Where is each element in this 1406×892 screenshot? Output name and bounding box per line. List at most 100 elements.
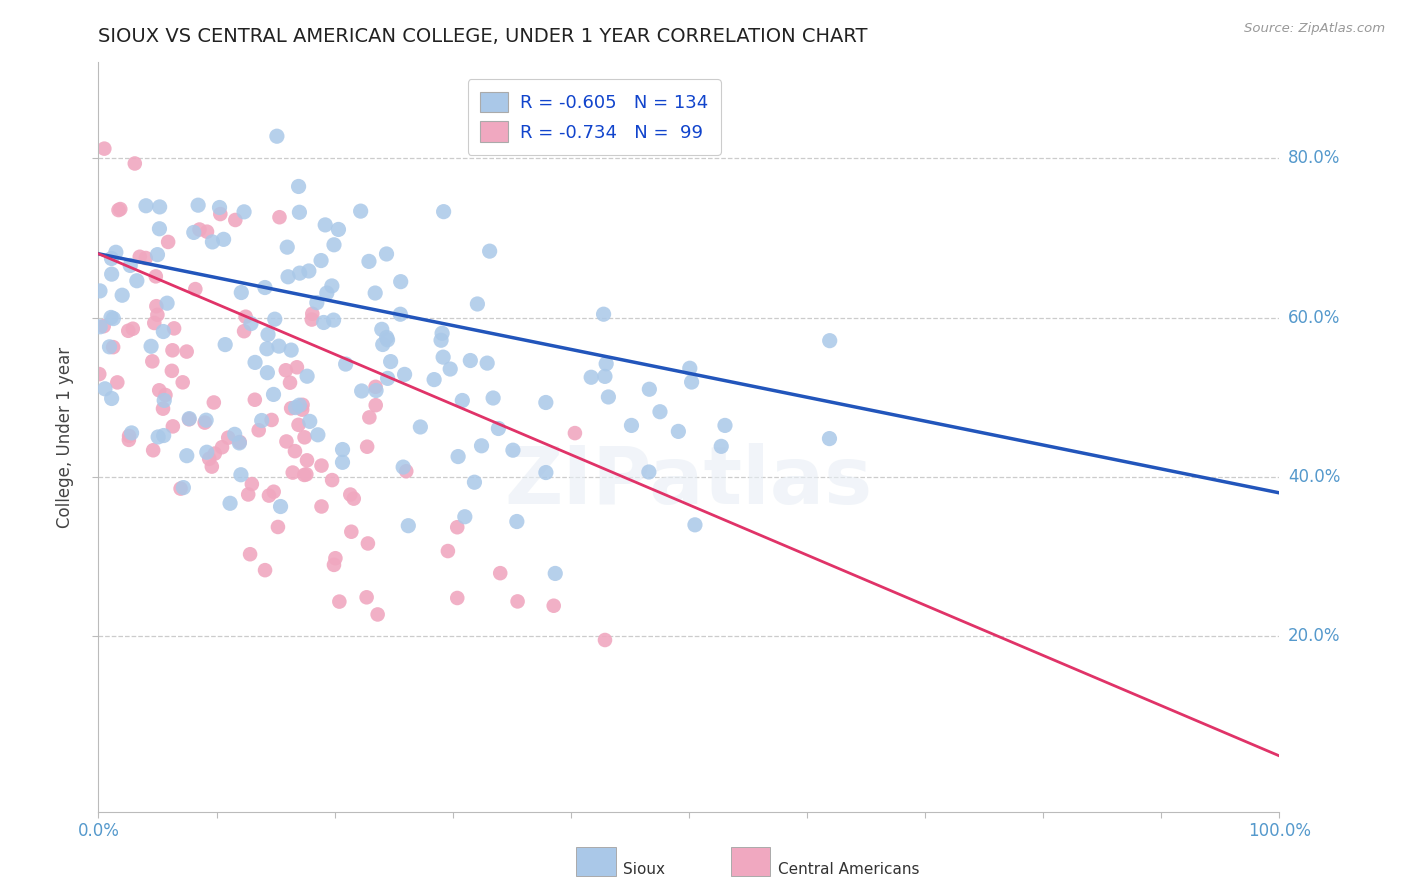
- Point: [208, 201, 231, 215]
- Point: [263, 312, 285, 326]
- Point: [377, 333, 399, 347]
- Point: [224, 213, 246, 227]
- Point: [211, 440, 233, 454]
- Point: [328, 222, 350, 236]
- Point: [357, 536, 380, 550]
- Point: [148, 384, 170, 398]
- Point: [364, 380, 387, 394]
- Text: Central Americans: Central Americans: [778, 863, 920, 877]
- Point: [146, 430, 169, 444]
- Point: [356, 440, 378, 454]
- Point: [460, 353, 482, 368]
- Point: [332, 455, 354, 469]
- Point: [389, 275, 412, 289]
- Point: [146, 247, 169, 261]
- Point: [364, 398, 387, 412]
- Point: [98, 340, 121, 354]
- Point: [217, 431, 239, 445]
- Point: [506, 515, 529, 529]
- Point: [254, 563, 277, 577]
- Point: [593, 369, 616, 384]
- Point: [679, 361, 702, 376]
- Text: 20.0%: 20.0%: [1288, 627, 1340, 645]
- Point: [277, 269, 299, 284]
- Point: [343, 491, 366, 506]
- Point: [214, 337, 236, 351]
- Point: [194, 416, 217, 430]
- Point: [321, 279, 343, 293]
- Point: [284, 401, 307, 415]
- Point: [93, 142, 115, 156]
- Point: [335, 357, 357, 371]
- Point: [291, 402, 314, 417]
- Point: [270, 500, 292, 514]
- Point: [243, 392, 266, 407]
- Point: [592, 307, 614, 321]
- Point: [243, 355, 266, 369]
- Point: [256, 366, 278, 380]
- Point: [307, 427, 329, 442]
- Point: [198, 451, 221, 466]
- Point: [239, 317, 262, 331]
- Point: [89, 367, 111, 381]
- Point: [454, 509, 477, 524]
- Point: [294, 430, 316, 444]
- Point: [311, 458, 333, 473]
- Point: [284, 444, 307, 458]
- Point: [100, 267, 122, 281]
- Point: [153, 393, 176, 408]
- Point: [564, 426, 586, 441]
- Point: [534, 395, 557, 409]
- Point: [177, 412, 200, 426]
- Point: [396, 518, 419, 533]
- Point: [204, 446, 226, 460]
- Point: [141, 354, 163, 368]
- Point: [506, 594, 529, 608]
- Point: [124, 156, 146, 170]
- Y-axis label: College, Under 1 year: College, Under 1 year: [56, 346, 75, 528]
- Point: [648, 405, 671, 419]
- Point: [321, 473, 343, 487]
- Point: [263, 484, 285, 499]
- Point: [446, 520, 468, 534]
- Point: [430, 333, 453, 347]
- Point: [105, 376, 128, 390]
- Point: [818, 334, 841, 348]
- Point: [256, 342, 278, 356]
- Point: [620, 418, 643, 433]
- Point: [371, 337, 394, 351]
- Point: [332, 442, 354, 457]
- Point: [339, 487, 361, 501]
- Point: [100, 310, 122, 325]
- Point: [146, 308, 169, 322]
- Point: [100, 252, 122, 266]
- Text: ZIPatlas: ZIPatlas: [505, 443, 873, 521]
- Point: [172, 481, 194, 495]
- Point: [298, 414, 321, 428]
- Point: [202, 395, 225, 409]
- Point: [233, 324, 256, 338]
- Point: [278, 376, 301, 390]
- Point: [433, 204, 456, 219]
- Point: [247, 423, 270, 437]
- Point: [250, 413, 273, 427]
- Point: [447, 450, 470, 464]
- Point: [593, 632, 616, 647]
- Point: [149, 200, 172, 214]
- Point: [89, 284, 111, 298]
- Point: [350, 204, 373, 219]
- Point: [357, 254, 380, 268]
- Point: [305, 295, 328, 310]
- Point: [233, 204, 256, 219]
- Point: [224, 427, 246, 442]
- Point: [340, 524, 363, 539]
- Point: [135, 199, 157, 213]
- Point: [201, 235, 224, 249]
- Point: [169, 482, 191, 496]
- Point: [257, 327, 280, 342]
- Point: [157, 235, 180, 249]
- Point: [478, 244, 501, 259]
- Point: [395, 464, 418, 478]
- Point: [598, 390, 620, 404]
- Point: [371, 322, 394, 336]
